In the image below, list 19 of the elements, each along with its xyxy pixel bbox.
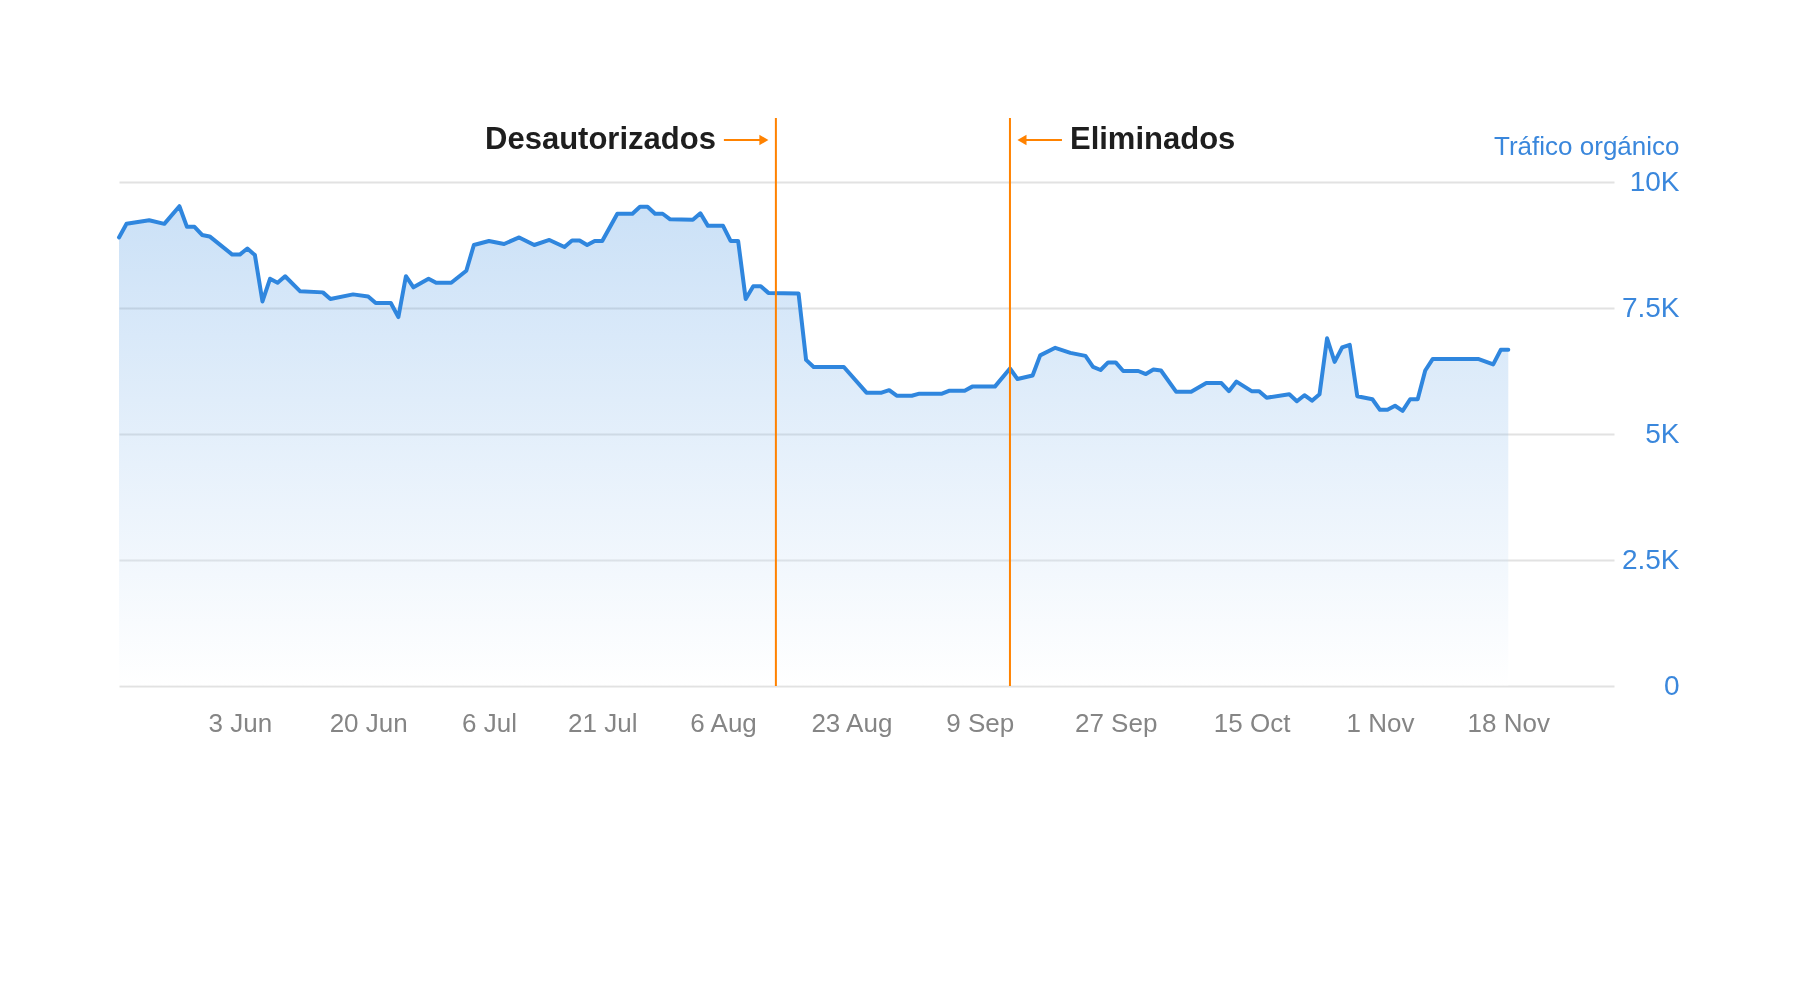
x-tick-label: 23 Aug (811, 707, 893, 738)
x-tick-label: 21 Jul (568, 707, 638, 738)
y-axis-title: Tráfico orgánico (1494, 130, 1680, 161)
y-tick-label: 2.5K (1621, 543, 1680, 575)
ref-line-label: Desautorizados (485, 121, 716, 156)
y-tick-label: 5K (1645, 417, 1680, 449)
y-tick-label: 0 (1663, 669, 1680, 701)
x-tick-label: 6 Jul (462, 707, 517, 738)
x-tick-label: 1 Nov (1346, 707, 1415, 738)
ref-line-label: Eliminados (1069, 121, 1236, 156)
x-tick-label: 27 Sep (1074, 707, 1158, 738)
x-tick-label: 6 Aug (690, 707, 757, 738)
x-tick-label: 9 Sep (946, 707, 1015, 738)
x-tick-label: 15 Oct (1213, 707, 1292, 738)
y-tick-label: 10K (1629, 165, 1680, 197)
x-tick-label: 3 Jun (208, 707, 273, 738)
y-tick-label: 7.5K (1621, 291, 1680, 323)
x-tick-label: 18 Nov (1467, 707, 1550, 738)
x-tick-label: 20 Jun (329, 707, 408, 738)
